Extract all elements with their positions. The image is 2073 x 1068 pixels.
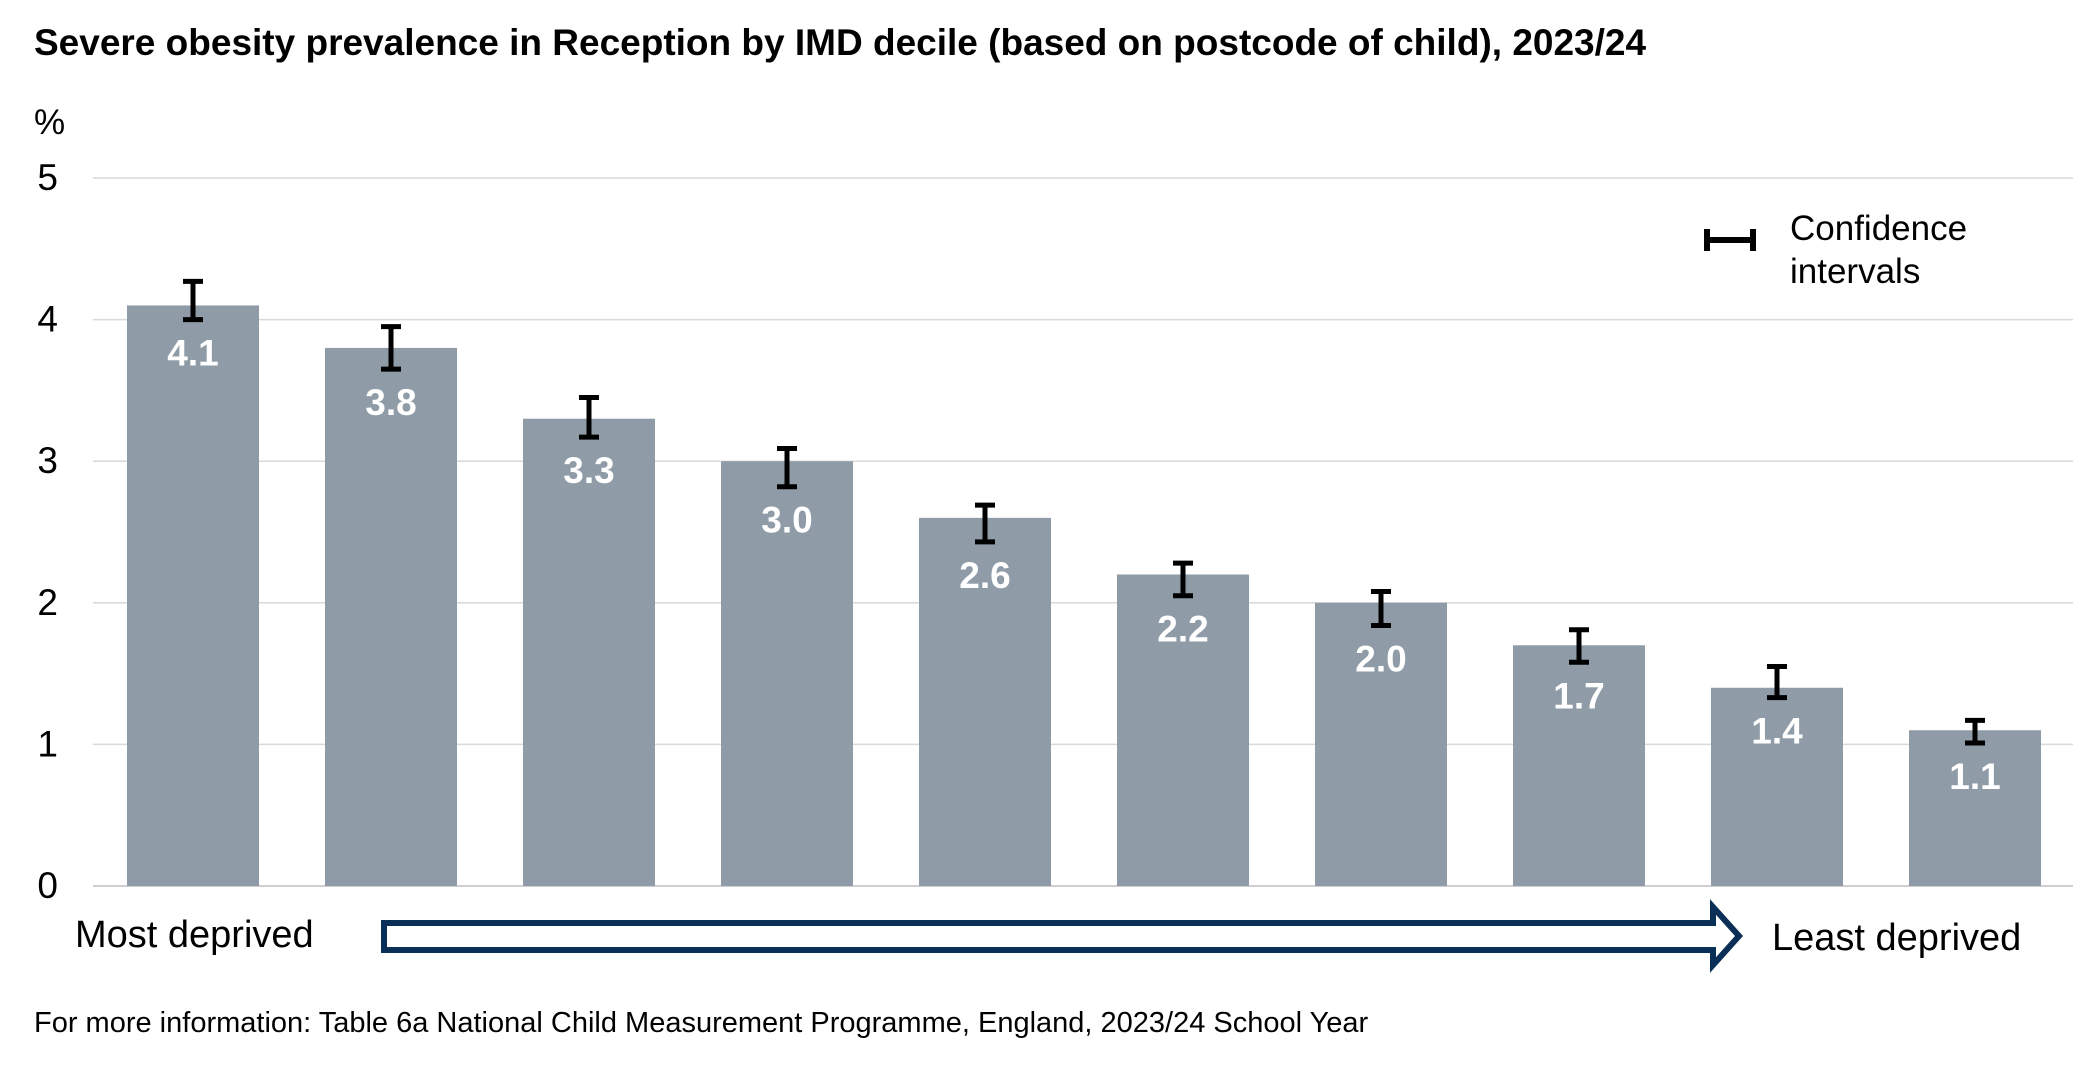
bar <box>721 461 853 886</box>
y-tick-label: 4 <box>37 299 58 340</box>
value-label: 3.0 <box>761 500 812 541</box>
bars <box>127 305 2041 886</box>
y-tick-label: 5 <box>37 157 58 198</box>
most-deprived-label: Most deprived <box>75 914 314 956</box>
error-bar <box>183 278 203 323</box>
bar <box>127 305 259 886</box>
error-bar <box>1569 627 1589 665</box>
bar <box>1909 730 2041 886</box>
y-tick-label: 2 <box>37 582 58 623</box>
legend: Confidence intervals <box>1704 209 1967 291</box>
value-label: 2.0 <box>1355 638 1406 679</box>
deprivation-arrow <box>381 899 1744 973</box>
error-bar <box>975 502 995 545</box>
error-bar <box>1767 664 1787 701</box>
value-label: 3.3 <box>563 450 614 491</box>
bar <box>1513 645 1645 886</box>
error-bar <box>1965 717 1985 746</box>
value-label: 1.7 <box>1553 675 1604 716</box>
legend-label-line: Confidence <box>1790 209 1967 248</box>
error-bar <box>1371 588 1391 628</box>
value-label: 2.6 <box>959 555 1010 596</box>
value-label: 4.1 <box>167 333 218 374</box>
legend-label-line: intervals <box>1790 252 1920 291</box>
y-tick-label: 3 <box>37 440 58 481</box>
error-bar <box>381 324 401 372</box>
bar <box>523 418 655 886</box>
value-label: 2.2 <box>1157 609 1208 650</box>
y-axis-tick-labels: 0 1 2 3 4 5 <box>37 157 58 906</box>
value-label: 1.4 <box>1751 711 1803 752</box>
y-axis-unit-label: % <box>34 103 65 142</box>
bar <box>1315 602 1447 886</box>
error-bar <box>777 445 797 490</box>
bar <box>1711 687 1843 886</box>
bar <box>1117 574 1249 886</box>
value-label: 1.1 <box>1949 756 2000 797</box>
chart-title: Severe obesity prevalence in Reception b… <box>34 22 1646 63</box>
error-bar <box>579 394 599 440</box>
y-tick-label: 1 <box>37 723 58 764</box>
error-bar <box>1173 560 1193 599</box>
least-deprived-label: Least deprived <box>1772 917 2021 959</box>
value-label: 3.8 <box>365 382 416 423</box>
bar <box>919 517 1051 886</box>
y-tick-label: 0 <box>37 865 58 906</box>
error-bars <box>183 278 1985 746</box>
bar <box>325 347 457 886</box>
source-footnote: For more information: Table 6a National … <box>34 1007 1369 1039</box>
value-labels: 4.1 3.8 3.3 3.0 2.6 2.2 2.0 1.7 1.4 1.1 <box>167 333 2000 797</box>
legend-label: Confidence intervals <box>1790 209 1967 291</box>
confidence-interval-legend-icon <box>1704 229 1756 251</box>
